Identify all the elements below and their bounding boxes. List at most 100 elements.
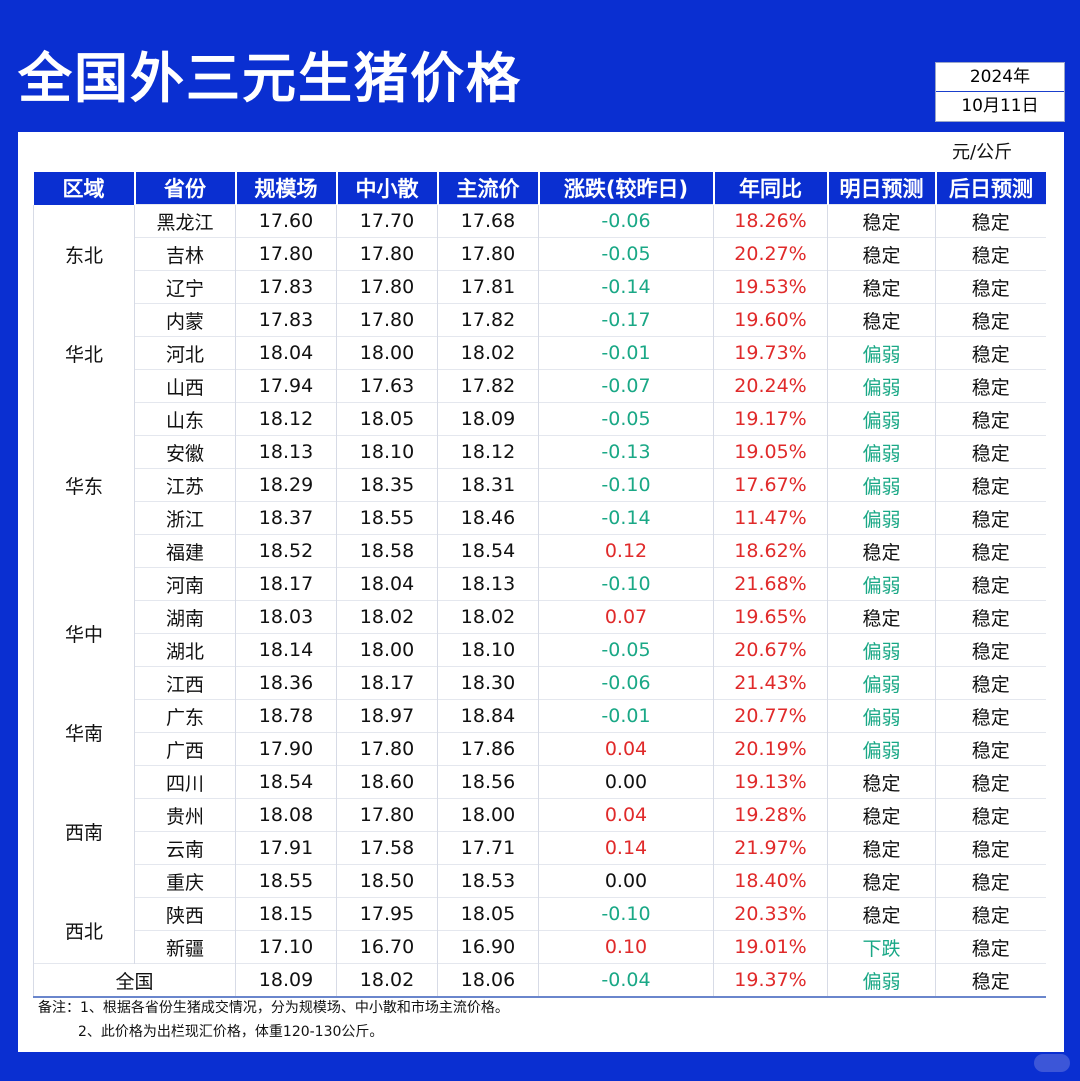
mainstream-price: 17.82 xyxy=(437,303,539,337)
column-header-mainstream: 主流价 xyxy=(436,172,539,205)
page-title: 全国外三元生猪价格 xyxy=(18,47,522,110)
mainstream-price: 17.68 xyxy=(437,204,539,238)
province-cell: 福建 xyxy=(134,534,236,568)
forecast-next: 稳定 xyxy=(935,435,1046,469)
mainstream-price: 18.30 xyxy=(437,666,539,700)
yoy-value: 21.43% xyxy=(713,666,828,700)
note-line-2: 2、此价格为出栏现汇价格，体重120-130公斤。 xyxy=(78,1024,384,1040)
region-cell: 华北 xyxy=(33,303,135,403)
small-farm-price: 17.80 xyxy=(336,732,438,766)
yoy-value: 20.27% xyxy=(713,237,828,271)
yoy-value: 20.67% xyxy=(713,633,828,667)
forecast-tomorrow: 稳定 xyxy=(827,798,936,832)
small-farm-price: 17.80 xyxy=(336,237,438,271)
small-farm-price: 18.55 xyxy=(336,501,438,535)
date-box: 2024年 10月11日 xyxy=(935,62,1065,122)
province-cell: 山西 xyxy=(134,369,236,403)
small-farm-price: 18.02 xyxy=(336,600,438,634)
province-cell: 贵州 xyxy=(134,798,236,832)
forecast-tomorrow: 偏弱 xyxy=(827,369,936,403)
forecast-next: 稳定 xyxy=(935,699,1046,733)
change-value: -0.10 xyxy=(538,897,714,931)
mainstream-price: 18.10 xyxy=(437,633,539,667)
table-row: 西北 陕西 18.15 17.95 18.05 -0.10 20.33% 稳定 稳定 xyxy=(33,897,1046,964)
forecast-tomorrow: 稳定 xyxy=(827,534,936,568)
table-row: 辽宁 17.83 17.80 17.81 -0.14 19.53% 稳定 稳定 xyxy=(34,270,1046,304)
mainstream-price: 17.71 xyxy=(437,831,539,865)
large-farm-price: 18.03 xyxy=(235,600,337,634)
column-header-large-farm: 规模场 xyxy=(234,172,337,205)
change-value: 0.00 xyxy=(538,864,714,898)
large-farm-price: 17.83 xyxy=(235,303,337,337)
small-farm-price: 17.63 xyxy=(336,369,438,403)
small-farm-price: 18.02 xyxy=(336,963,438,998)
large-farm-price: 17.60 xyxy=(235,204,337,238)
change-value: -0.06 xyxy=(538,666,714,700)
change-value: -0.17 xyxy=(538,303,714,337)
mainstream-price: 18.84 xyxy=(437,699,539,733)
forecast-next: 稳定 xyxy=(935,831,1046,865)
table-row: 华中 河南 18.17 18.04 18.13 -0.10 21.68% 偏弱 稳定 xyxy=(33,567,1046,700)
province-cell: 广西 xyxy=(134,732,236,766)
yoy-value: 19.05% xyxy=(713,435,828,469)
mainstream-price: 17.82 xyxy=(437,369,539,403)
small-farm-price: 18.97 xyxy=(336,699,438,733)
small-farm-price: 18.58 xyxy=(336,534,438,568)
mainstream-price: 18.56 xyxy=(437,765,539,799)
yoy-value: 20.33% xyxy=(713,897,828,931)
mainstream-price: 17.86 xyxy=(437,732,539,766)
large-farm-price: 17.10 xyxy=(235,930,337,964)
large-farm-price: 18.54 xyxy=(235,765,337,799)
forecast-next: 稳定 xyxy=(935,237,1046,271)
forecast-tomorrow: 稳定 xyxy=(827,303,936,337)
forecast-tomorrow: 偏弱 xyxy=(827,435,936,469)
yoy-value: 17.67% xyxy=(713,468,828,502)
yoy-value: 21.97% xyxy=(713,831,828,865)
forecast-tomorrow: 稳定 xyxy=(827,204,936,238)
province-cell: 安徽 xyxy=(134,435,236,469)
forecast-tomorrow: 下跌 xyxy=(827,930,936,964)
province-cell: 重庆 xyxy=(134,864,236,898)
change-value: 0.04 xyxy=(538,798,714,832)
small-farm-price: 18.35 xyxy=(336,468,438,502)
forecast-tomorrow: 偏弱 xyxy=(827,501,936,535)
yoy-value: 18.40% xyxy=(713,864,828,898)
table-row: 云南 17.91 17.58 17.71 0.14 21.97% 稳定 稳定 xyxy=(34,831,1046,865)
large-farm-price: 18.08 xyxy=(235,798,337,832)
change-value: -0.10 xyxy=(538,567,714,601)
forecast-next: 稳定 xyxy=(935,336,1046,370)
region-cell: 华南 xyxy=(33,699,135,766)
yoy-value: 19.37% xyxy=(713,963,828,998)
mainstream-price: 18.00 xyxy=(437,798,539,832)
forecast-next: 稳定 xyxy=(935,963,1046,998)
table-row: 山西 17.94 17.63 17.82 -0.07 20.24% 偏弱 稳定 xyxy=(34,369,1046,403)
province-cell: 山东 xyxy=(134,402,236,436)
table-row: 新疆 17.10 16.70 16.90 0.10 19.01% 下跌 稳定 xyxy=(34,930,1046,964)
table-header-row: 区域 省份 规模场 中小散 主流价 涨跌(较昨日) 年同比 明日预测 后日预测 xyxy=(33,172,1046,205)
change-value: -0.01 xyxy=(538,336,714,370)
yoy-value: 20.19% xyxy=(713,732,828,766)
mainstream-price: 18.02 xyxy=(437,336,539,370)
mainstream-price: 18.02 xyxy=(437,600,539,634)
change-value: -0.07 xyxy=(538,369,714,403)
province-cell: 河南 xyxy=(134,567,236,601)
column-header-region: 区域 xyxy=(33,172,135,205)
mainstream-price: 17.81 xyxy=(437,270,539,304)
forecast-next: 稳定 xyxy=(935,798,1046,832)
forecast-next: 稳定 xyxy=(935,402,1046,436)
large-farm-price: 18.09 xyxy=(235,963,337,998)
forecast-tomorrow: 稳定 xyxy=(827,270,936,304)
change-value: 0.12 xyxy=(538,534,714,568)
column-header-forecast-tomorrow: 明日预测 xyxy=(826,172,936,205)
table-row: 河北 18.04 18.00 18.02 -0.01 19.73% 偏弱 稳定 xyxy=(34,336,1046,370)
province-cell: 浙江 xyxy=(134,501,236,535)
small-farm-price: 18.05 xyxy=(336,402,438,436)
column-header-change: 涨跌(较昨日) xyxy=(537,172,714,205)
yoy-value: 19.60% xyxy=(713,303,828,337)
table-row: 湖南 18.03 18.02 18.02 0.07 19.65% 稳定 稳定 xyxy=(34,600,1046,634)
forecast-tomorrow: 稳定 xyxy=(827,600,936,634)
change-value: -0.05 xyxy=(538,402,714,436)
table-row: 东北 黑龙江 17.60 17.70 17.68 -0.06 18.26% 稳定 稳定 xyxy=(33,204,1046,304)
large-farm-price: 18.78 xyxy=(235,699,337,733)
forecast-tomorrow: 稳定 xyxy=(827,765,936,799)
